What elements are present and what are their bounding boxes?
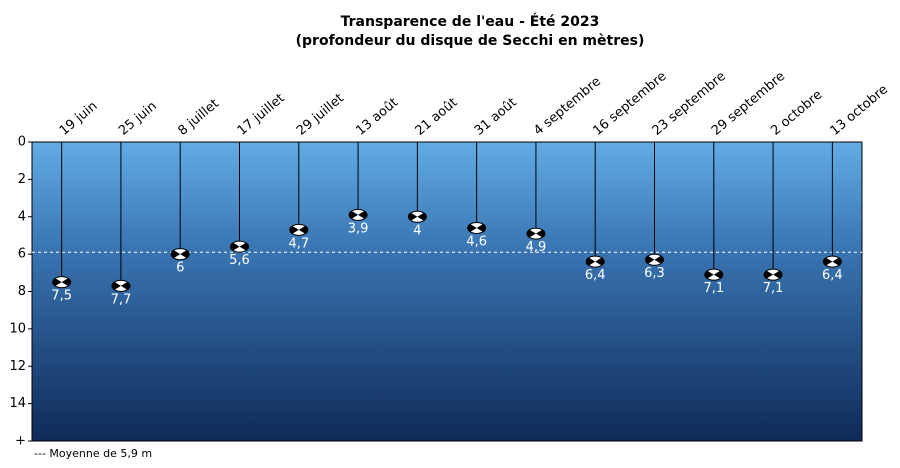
y-tick-label: 4 bbox=[18, 209, 26, 224]
disk-quadrant bbox=[704, 270, 714, 279]
disk-quadrant bbox=[823, 257, 833, 266]
value-label: 7,7 bbox=[111, 292, 132, 307]
disk-quadrant bbox=[476, 224, 486, 232]
disk-quadrant bbox=[349, 211, 359, 219]
value-label: 6,4 bbox=[585, 268, 606, 283]
x-tick-label: 2 octobre bbox=[768, 87, 825, 138]
x-tick-label: 13 octobre bbox=[828, 82, 891, 139]
plot-area bbox=[31, 141, 863, 442]
disk-quadrant bbox=[61, 278, 71, 287]
secchi-disk bbox=[111, 279, 131, 292]
x-tick-label: 29 juillet bbox=[294, 91, 347, 139]
legend-text: --- Moyenne de 5,9 m bbox=[34, 447, 152, 460]
disk-quadrant bbox=[535, 229, 545, 238]
y-tick-label: 2 bbox=[18, 172, 26, 187]
disk-quadrant bbox=[773, 270, 782, 279]
chart-subtitle: (profondeur du disque de Secchi en mètre… bbox=[296, 33, 645, 49]
y-tick-label: + bbox=[15, 434, 26, 449]
disk-quadrant bbox=[358, 211, 367, 219]
y-tick-label: 12 bbox=[9, 359, 26, 374]
disk-quadrant bbox=[239, 242, 249, 251]
value-label: 6,3 bbox=[644, 266, 665, 281]
disk-quadrant bbox=[654, 255, 664, 264]
x-tick-label: 13 août bbox=[353, 95, 401, 139]
secchi-disk bbox=[763, 268, 783, 281]
disk-quadrant bbox=[417, 212, 427, 221]
secchi-disk bbox=[348, 208, 368, 221]
x-tick-label: 19 juin bbox=[57, 99, 101, 139]
y-tick-label: 6 bbox=[18, 247, 26, 262]
y-tick-label: 8 bbox=[18, 284, 26, 299]
disk-quadrant bbox=[586, 257, 596, 266]
value-label: 7,1 bbox=[763, 281, 784, 296]
secchi-disk bbox=[230, 240, 249, 253]
secchi-disk bbox=[822, 255, 842, 268]
disk-quadrant bbox=[112, 282, 121, 290]
x-tick-label: 17 juillet bbox=[235, 91, 288, 139]
secchi-disk bbox=[170, 248, 190, 261]
disk-quadrant bbox=[52, 278, 62, 287]
secchi-disk bbox=[526, 227, 546, 240]
disk-quadrant bbox=[527, 229, 536, 238]
disk-quadrant bbox=[120, 282, 130, 290]
disk-quadrant bbox=[171, 250, 181, 258]
y-tick-label: 14 bbox=[9, 396, 26, 411]
secchi-disk bbox=[467, 221, 487, 234]
secchi-disk bbox=[289, 223, 309, 236]
disk-quadrant bbox=[832, 257, 842, 266]
value-label: 6,4 bbox=[822, 268, 843, 283]
disk-quadrant bbox=[298, 225, 308, 234]
value-label: 7,5 bbox=[51, 289, 72, 304]
secchi-disk bbox=[645, 253, 664, 266]
x-tick-label: 31 août bbox=[472, 95, 520, 139]
y-tick-label: 10 bbox=[9, 321, 26, 336]
x-tick-label: 25 juin bbox=[116, 99, 160, 139]
secchi-disk bbox=[52, 276, 72, 289]
y-tick-label: 0 bbox=[18, 135, 26, 150]
disk-quadrant bbox=[408, 212, 418, 221]
value-label: 7,1 bbox=[703, 281, 724, 296]
x-tick-label: 8 juillet bbox=[175, 96, 222, 138]
disk-quadrant bbox=[289, 225, 299, 234]
value-label: 3,9 bbox=[348, 221, 369, 236]
x-tick-label: 21 août bbox=[413, 95, 461, 139]
value-label: 4,6 bbox=[466, 234, 487, 249]
disk-quadrant bbox=[467, 224, 477, 232]
secchi-disk bbox=[585, 255, 605, 268]
value-label: 4,9 bbox=[526, 240, 547, 255]
disk-quadrant bbox=[764, 270, 774, 279]
disk-quadrant bbox=[645, 255, 655, 264]
disk-quadrant bbox=[713, 270, 723, 279]
disk-quadrant bbox=[595, 257, 605, 266]
value-label: 6 bbox=[176, 261, 184, 276]
secchi-disk bbox=[704, 268, 724, 281]
value-label: 4,7 bbox=[288, 236, 309, 251]
secchi-disk bbox=[407, 210, 427, 223]
disk-quadrant bbox=[180, 250, 190, 258]
chart-title: Transparence de l'eau - Été 2023 bbox=[341, 13, 600, 30]
value-label: 5,6 bbox=[229, 253, 250, 268]
value-label: 4 bbox=[413, 223, 421, 238]
disk-quadrant bbox=[230, 242, 240, 251]
